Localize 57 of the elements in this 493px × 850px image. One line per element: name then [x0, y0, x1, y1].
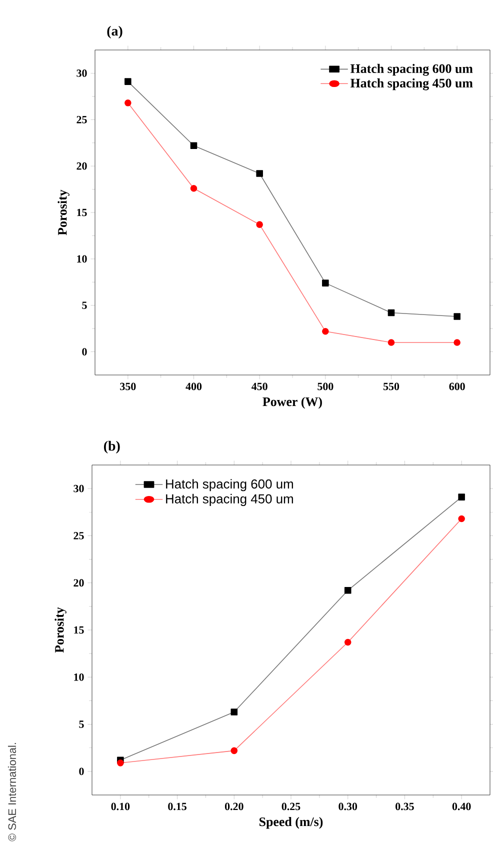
- x-tick-label: 0.30: [338, 802, 358, 810]
- x-tick-label: 450: [252, 382, 268, 390]
- point: [388, 339, 395, 346]
- y-tick-label: 20: [74, 579, 84, 587]
- y-tick-label: 10: [77, 255, 87, 263]
- point: [124, 100, 132, 106]
- point: [230, 747, 238, 754]
- x-tick-label: 550: [383, 382, 400, 390]
- y-axis-title: Porosity: [54, 607, 66, 653]
- legend-label: Hatch spacing 450 um: [166, 494, 293, 506]
- y-tick-label: 25: [74, 532, 84, 540]
- y-tick-label: 20: [76, 162, 87, 170]
- point: [344, 638, 352, 646]
- point: [454, 313, 460, 320]
- chart-title: (a): [107, 26, 122, 38]
- point: [256, 221, 263, 228]
- chart-title: (b): [104, 440, 120, 454]
- point: [458, 515, 465, 522]
- y-tick-label: 30: [76, 70, 87, 77]
- y-tick-label: 15: [74, 626, 84, 634]
- y-tick-label: 15: [77, 208, 87, 216]
- point: [322, 280, 329, 286]
- point: [388, 309, 395, 316]
- y-axis-title: Porosity: [58, 190, 70, 236]
- x-axis-title: Speed (m/s): [259, 817, 323, 829]
- y-tick-label: 5: [79, 720, 84, 728]
- x-tick-label: 350: [120, 382, 136, 390]
- point: [256, 170, 263, 177]
- point: [230, 708, 238, 716]
- text: © SAE International.: [8, 743, 16, 842]
- point: [117, 760, 124, 766]
- y-tick-label: 10: [74, 673, 84, 681]
- x-tick-label: 400: [186, 382, 202, 390]
- point: [322, 328, 329, 335]
- legend-label: Hatch spacing 600 um: [166, 479, 293, 492]
- point: [458, 494, 465, 500]
- y-tick-label: 25: [76, 116, 87, 124]
- x-tick-label: 0.10: [111, 802, 130, 810]
- y-tick-label: 0: [82, 348, 87, 356]
- x-tick-label: 0.35: [396, 802, 414, 810]
- y-tick-label: 0: [79, 768, 84, 776]
- x-tick-label: 0.40: [452, 802, 471, 810]
- point: [190, 142, 198, 150]
- point: [454, 339, 460, 346]
- point: [344, 587, 352, 594]
- point: [190, 184, 198, 192]
- y-tick-label: 5: [82, 302, 87, 309]
- x-tick-label: 0.25: [282, 802, 300, 810]
- x-axis-title: Power (W): [262, 397, 322, 409]
- x-tick-label: 500: [318, 382, 334, 390]
- y-tick-label: 30: [74, 484, 84, 492]
- x-tick-label: 600: [449, 382, 465, 390]
- legend-label: Hatch spacing 600 um: [350, 64, 473, 76]
- point: [124, 78, 132, 85]
- x-tick-label: 0.15: [168, 802, 186, 810]
- legend-label: Hatch spacing 450 um: [350, 78, 473, 90]
- x-tick-label: 0.20: [224, 802, 244, 810]
